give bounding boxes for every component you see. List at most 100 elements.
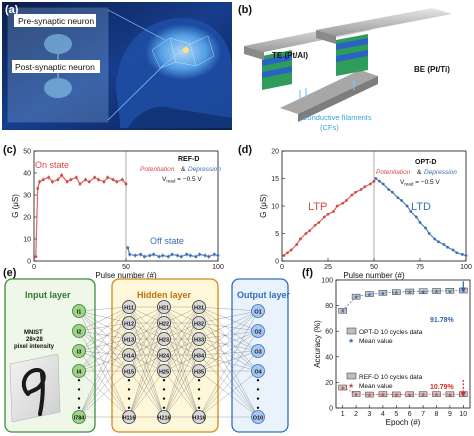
data-point <box>203 254 207 257</box>
nn-connection <box>78 322 130 352</box>
nn-connection <box>198 330 259 356</box>
nn-node-label: I3 <box>77 349 82 355</box>
nn-node <box>192 348 206 362</box>
legend-ref-star-icon: ★ <box>348 382 354 390</box>
data-point <box>148 254 152 257</box>
nn-node-label: O4 <box>254 369 262 375</box>
data-point <box>313 223 317 227</box>
legend-d-vread-value: = −0.5 V <box>413 179 440 186</box>
x-tick-label: 10 <box>459 411 467 418</box>
mean-star-icon: ★ <box>340 385 345 392</box>
nn-node <box>192 300 206 314</box>
nn-node <box>251 304 265 318</box>
nn-connection <box>78 310 130 356</box>
panel-d-letter: (d) <box>238 144 252 156</box>
mnist-label-2: 28×28 <box>26 337 44 343</box>
nn-node-label: O2 <box>254 329 261 335</box>
nn-ellipsis-dot <box>162 406 166 409</box>
data-point <box>74 176 78 179</box>
nn-connection <box>78 350 130 356</box>
nn-node-label: I784 <box>74 415 86 421</box>
post-synaptic-label: Post-synaptic neuron <box>15 62 95 72</box>
data-point <box>424 226 427 230</box>
data-point <box>427 232 431 235</box>
nn-ellipsis-dot <box>162 388 166 391</box>
data-point <box>87 180 91 184</box>
panel-b: (b) TE (Pt/Al) BE (Pt/Ti) Conductive fil… <box>238 4 452 132</box>
nn-node <box>122 364 136 378</box>
nn-connection <box>163 370 200 418</box>
y-tick-label: 0 <box>27 259 31 266</box>
mean-star-icon: ★ <box>394 290 399 297</box>
data-point <box>460 253 464 256</box>
nn-node <box>157 410 171 424</box>
nn-ellipsis-dot <box>162 379 166 382</box>
nn-ellipsis-dot <box>77 388 81 391</box>
x-axis-label: Epoch (#) <box>386 418 421 427</box>
y-tick-label: 5 <box>275 231 279 238</box>
output-layer-title: Output layer <box>237 290 291 300</box>
nn-connection <box>78 370 130 418</box>
y-tick-label: 15 <box>271 176 279 183</box>
nn-connection <box>198 338 259 372</box>
mean-star-icon: ★ <box>447 288 452 295</box>
nn-node-label: I2 <box>77 329 82 335</box>
nn-node <box>72 304 86 318</box>
nn-connection <box>78 330 130 418</box>
nn-node-label: H22 <box>159 321 169 327</box>
nn-connection <box>198 310 259 356</box>
nn-connection <box>198 350 259 418</box>
mean-star-icon: ★ <box>353 391 358 398</box>
data-point <box>216 254 220 257</box>
data-point <box>381 182 385 186</box>
hidden-layer-title: Hidden layer <box>137 290 192 300</box>
nn-node-label: H216 <box>157 415 170 421</box>
nn-ellipsis-dot <box>197 388 201 391</box>
nn-node-label: H14 <box>124 353 135 359</box>
off-state-label: Off state <box>150 236 184 246</box>
nn-node <box>72 410 86 424</box>
nn-node-label: H11 <box>124 305 134 311</box>
mean-star-icon: ★ <box>407 392 412 399</box>
ltp-label: LTP <box>308 201 327 213</box>
top-electrode-2 <box>316 8 452 36</box>
post-label-box <box>12 60 100 73</box>
nn-connection <box>198 354 259 372</box>
panel-b-letter: (b) <box>238 4 252 16</box>
nn-node-label: H15 <box>124 369 134 375</box>
legend-d: OPT-D Potentiation & Depression Vread = … <box>376 159 457 187</box>
mean-star-icon: ★ <box>367 292 372 299</box>
data-point <box>446 245 449 249</box>
x-axis-label: Pulse number (#) <box>95 271 157 280</box>
nn-ellipsis-dot <box>77 397 81 400</box>
nn-connection <box>128 306 165 372</box>
data-point <box>41 178 45 182</box>
nn-connection <box>78 310 130 418</box>
data-point <box>143 255 146 258</box>
data-point <box>391 190 394 194</box>
plot-d: 0 25 50 75 100 0 5 10 15 20 Pulse number (#) G (μS) <box>259 149 472 281</box>
data-point <box>286 251 289 255</box>
data-point <box>326 212 330 216</box>
x-axis-label: Pulse number (#) <box>343 271 405 280</box>
nn-ellipsis-dot <box>127 406 131 409</box>
nn-connection <box>163 322 200 372</box>
data-point <box>455 251 459 255</box>
nn-node-label: O3 <box>254 349 261 355</box>
data-point <box>207 255 211 258</box>
data-point <box>322 215 326 219</box>
y-tick-label: 20 <box>271 149 279 156</box>
y-tick-label: 40 <box>325 354 333 361</box>
data-point <box>308 229 311 233</box>
y-axis-label: G (μS) <box>11 194 20 218</box>
nn-connection <box>198 330 259 340</box>
nn-node <box>122 410 136 424</box>
nn-connection <box>128 306 165 340</box>
panel-d: (d) 0 25 50 75 100 0 5 10 15 20 Pulse number (#) G … <box>238 144 472 280</box>
mean-star-icon: ★ <box>380 392 385 399</box>
data-point <box>38 180 41 184</box>
data-point <box>133 254 137 257</box>
legend-c: REF-D Potentiation & Depression Vread = … <box>140 156 221 184</box>
nn-node <box>157 348 171 362</box>
